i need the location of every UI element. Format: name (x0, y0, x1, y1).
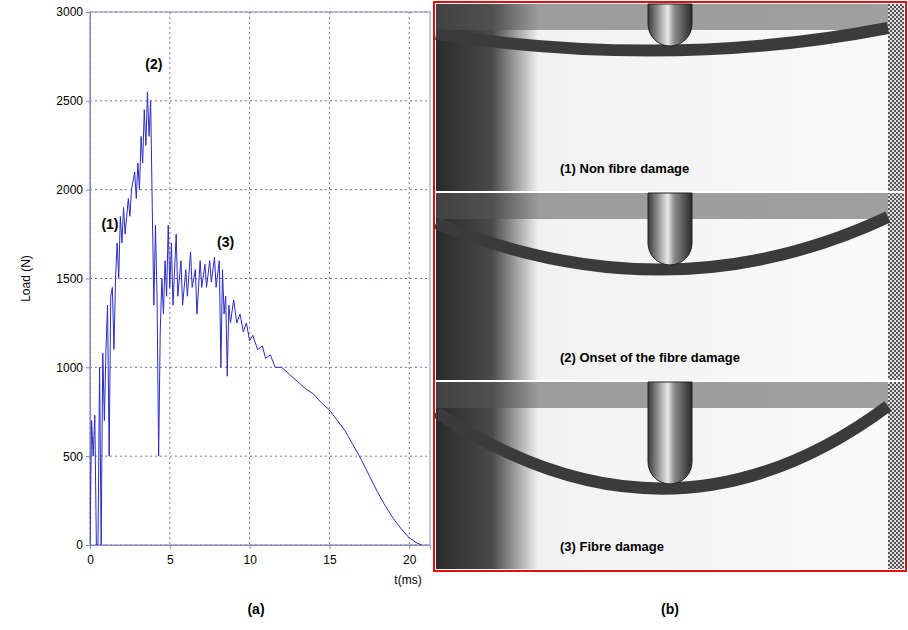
plot-area (90, 92, 422, 545)
grid-line-y (90, 100, 430, 101)
grid-line-x (249, 12, 250, 545)
tick: 2000 (56, 183, 90, 197)
grid-line-x (409, 12, 410, 545)
tick-label: 0 (87, 553, 94, 567)
tick: 20 (403, 545, 417, 567)
tick: 500 (63, 450, 90, 464)
tick-mark (86, 456, 90, 457)
tick-label: 0 (76, 538, 83, 552)
tick-label: 1500 (56, 272, 83, 286)
tick-label: 3000 (56, 5, 83, 19)
grid-line-y (90, 189, 430, 190)
axis-line (91, 546, 431, 550)
tick-label: 15 (323, 553, 337, 567)
photo-background (436, 382, 904, 569)
grid-line-y (90, 456, 430, 457)
y-axis: 0 500 1000 1500 2000 2500 3000 (56, 5, 90, 552)
tick-mark (170, 545, 171, 549)
impactor (648, 193, 692, 265)
photo-frame: (1) Non fibre damage (436, 4, 904, 191)
annotation: (3) (217, 234, 234, 250)
tick-label: 10 (243, 553, 257, 567)
tick-mark (86, 545, 90, 546)
tick: 5 (167, 545, 174, 567)
tick: 1000 (56, 361, 90, 375)
tick-label: 5 (167, 553, 174, 567)
photo-panel-border (434, 2, 906, 571)
tick-label: 500 (63, 450, 83, 464)
tick-mark (86, 367, 90, 368)
tick-label: 1000 (56, 361, 83, 375)
axis-line (86, 13, 91, 546)
tick-mark (86, 101, 90, 102)
tick-mark (86, 190, 90, 191)
panel-caption: (a) (247, 601, 264, 617)
panel-caption: (b) (661, 601, 679, 617)
tick: 1500 (56, 272, 90, 286)
grid-scale (888, 4, 904, 191)
annotation: (1) (101, 216, 118, 232)
tick: 15 (323, 545, 337, 567)
impactor (648, 382, 692, 484)
tick-mark (250, 545, 251, 549)
x-axis-title: t(ms) (394, 573, 421, 587)
tick-mark (86, 12, 90, 13)
tick: 2500 (56, 94, 90, 108)
figure: 0 5 10 15 20 0 500 1000 1500 2000 2500 3000 (1) (2) (3… (0, 0, 908, 630)
photo-caption: (3) Fibre damage (560, 539, 664, 554)
tick: 0 (87, 545, 94, 567)
photo-frame: (3) Fibre damage (436, 382, 904, 569)
tick-label: 2000 (56, 183, 83, 197)
photo-background (436, 193, 904, 380)
grid (90, 12, 430, 545)
photo-caption: (2) Onset of the fibre damage (560, 350, 740, 365)
tick-mark (329, 545, 330, 549)
x-axis: 0 5 10 15 20 (87, 545, 430, 567)
tick-label: 2500 (56, 94, 83, 108)
photo-frame: (2) Onset of the fibre damage (436, 193, 904, 380)
tick: 0 (76, 538, 90, 552)
grid-scale (888, 193, 904, 380)
tick: 3000 (56, 5, 90, 19)
impactor (648, 4, 692, 46)
load-line (90, 92, 422, 545)
grid-line-x (329, 12, 330, 545)
tick-mark (409, 545, 410, 549)
plot-frame (90, 12, 430, 545)
annotation: (2) (145, 56, 162, 72)
photo-panel: (1) Non fibre damage (2) Onset of the fib… (434, 2, 906, 571)
grid-line-y (90, 367, 430, 368)
grid-line-y (90, 278, 430, 279)
tick-label: 20 (403, 553, 417, 567)
tick: 10 (243, 545, 257, 567)
photo-caption: (1) Non fibre damage (560, 161, 689, 176)
y-axis-title: Load (N) (19, 255, 33, 302)
photo-background (436, 4, 904, 191)
tick-mark (86, 279, 90, 280)
